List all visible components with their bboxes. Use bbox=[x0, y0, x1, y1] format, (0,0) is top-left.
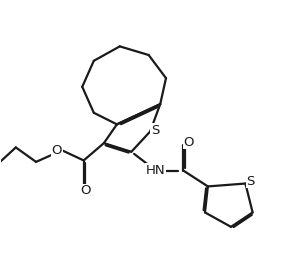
Text: S: S bbox=[246, 175, 255, 188]
Text: HN: HN bbox=[146, 164, 166, 177]
Text: O: O bbox=[183, 136, 194, 149]
Text: O: O bbox=[80, 184, 90, 197]
Text: O: O bbox=[52, 144, 62, 157]
Text: S: S bbox=[151, 124, 159, 137]
